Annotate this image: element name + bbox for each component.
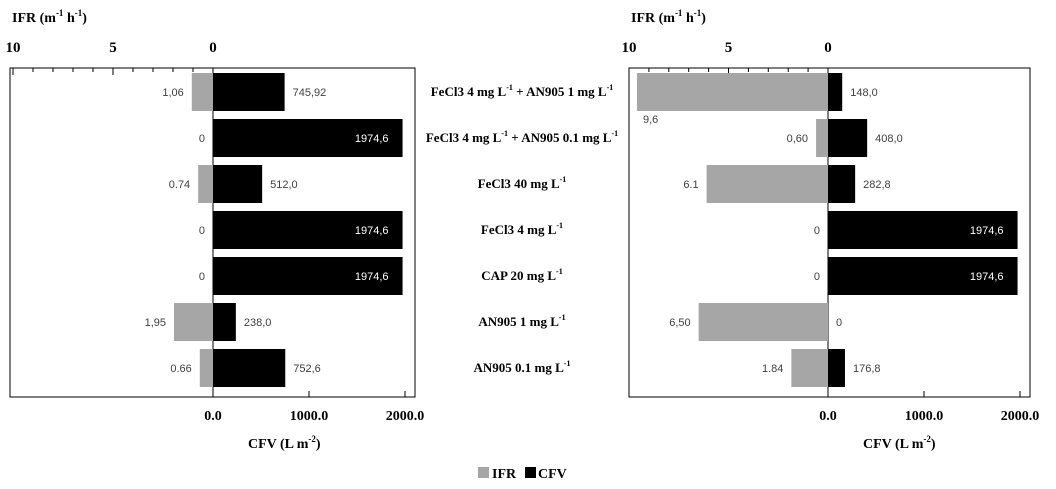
cfv-bar [828, 349, 845, 387]
top-axis-title: IFR (m-1 h-1) [12, 8, 87, 26]
legend-ifr-label: IFR [492, 467, 517, 482]
bottom-axis-title: CFV (L m-2) [248, 434, 321, 452]
left-panel: IFR (m-1 h-1) 10 5 0 0.0 1000.0 2000.0 CFV (L m… [6, 8, 425, 452]
category-label: FeCl3 4 mg L-1 + AN905 1 mg L-1 [431, 83, 614, 99]
top-tick-label: 0 [824, 40, 832, 56]
ifr-value-label: 0 [199, 271, 205, 283]
cfv-value-label: 238,0 [244, 317, 272, 329]
cfv-bar [828, 257, 1018, 295]
cfv-value-label: 1974,6 [970, 225, 1004, 237]
ifr-value-label: 0.74 [169, 179, 190, 191]
cfv-bar [213, 257, 403, 295]
top-tick-label: 5 [725, 40, 733, 56]
ifr-bar [199, 349, 213, 387]
cfv-value-label: 1974,6 [970, 271, 1004, 283]
ifr-bar [198, 165, 213, 203]
cfv-bar [828, 211, 1018, 249]
top-tick-label: 0 [209, 40, 217, 56]
category-labels: FeCl3 4 mg L-1 + AN905 1 mg L-1 FeCl3 4 m… [426, 83, 618, 375]
cfv-bar [213, 303, 236, 341]
top-axis-title: IFR (m-1 h-1) [631, 8, 706, 26]
ifr-value-label: 1,06 [162, 87, 183, 99]
top-tick-label: 5 [109, 40, 117, 56]
ifr-bar [698, 303, 828, 341]
cfv-value-label: 1974,6 [355, 271, 389, 283]
bottom-tick-label: 2000.0 [1001, 409, 1040, 424]
ifr-value-label: 6.1 [683, 179, 698, 191]
cfv-value-label: 745,92 [293, 87, 327, 99]
cfv-value-label: 282,8 [863, 179, 891, 191]
category-label: FeCl3 4 mg L-1 + AN905 0.1 mg L-1 [426, 129, 618, 145]
ifr-value-label: 1,95 [145, 317, 166, 329]
ifr-value-label: 0 [199, 225, 205, 237]
cfv-value-label: 148,0 [850, 87, 878, 99]
cfv-value-label: 1974,6 [355, 133, 389, 145]
cfv-bar [213, 119, 403, 157]
top-tick-label: 10 [622, 40, 637, 56]
ifr-value-label: 0 [814, 225, 820, 237]
top-tick-label: 10 [6, 40, 21, 56]
cfv-bar [213, 349, 286, 387]
ifr-bar [174, 303, 213, 341]
cfv-value-label: 1974,6 [355, 225, 389, 237]
ifr-bar [791, 349, 828, 387]
right-panel: IFR (m-1 h-1) 10 5 0 0.0 1000.0 2000.0 CFV (L m… [622, 8, 1040, 452]
cfv-value-label: 176,8 [853, 363, 881, 375]
cfv-value-label: 512,0 [270, 179, 298, 191]
category-label: CAP 20 mg L-1 [481, 267, 562, 283]
cfv-bar [828, 165, 856, 203]
bottom-tick-label: 0.0 [819, 409, 837, 424]
ifr-bar [636, 73, 828, 111]
ifr-value-label: 0 [199, 133, 205, 145]
cfv-bar [828, 119, 868, 157]
category-label: AN905 0.1 mg L-1 [474, 359, 571, 375]
cfv-bar [213, 165, 263, 203]
bottom-tick-label: 1000.0 [905, 409, 944, 424]
category-label: FeCl3 4 mg L-1 [481, 221, 563, 237]
ifr-bar [191, 73, 213, 111]
ifr-value-label: 0 [814, 271, 820, 283]
legend-ifr-swatch [478, 467, 489, 478]
cfv-bar [213, 73, 285, 111]
cfv-bar [828, 73, 843, 111]
category-label: FeCl3 40 mg L-1 [478, 175, 567, 191]
cfv-bar [213, 211, 403, 249]
cfv-value-label: 408,0 [875, 133, 903, 145]
plot-frame [628, 67, 1031, 398]
ifr-bar [816, 119, 828, 157]
cfv-value-label: 0 [836, 317, 842, 329]
category-label: AN905 1 mg L-1 [478, 313, 565, 329]
ifr-value-label: 0.66 [170, 363, 191, 375]
bottom-axis-title: CFV (L m-2) [863, 434, 936, 452]
legend-cfv-label: CFV [538, 467, 567, 482]
legend: IFR CFV [478, 467, 567, 482]
ifr-value-label: 1.84 [762, 363, 783, 375]
bottom-tick-label: 2000.0 [386, 409, 425, 424]
ifr-value-label: 0,60 [787, 133, 808, 145]
ifr-bar [706, 165, 828, 203]
cfv-value-label: 752,6 [293, 363, 321, 375]
bottom-tick-label: 0.0 [204, 409, 222, 424]
legend-cfv-swatch [525, 467, 536, 478]
ifr-value-label: 6,50 [669, 317, 690, 329]
bottom-tick-label: 1000.0 [290, 409, 329, 424]
ifr-value-label: 9,6 [643, 114, 658, 126]
